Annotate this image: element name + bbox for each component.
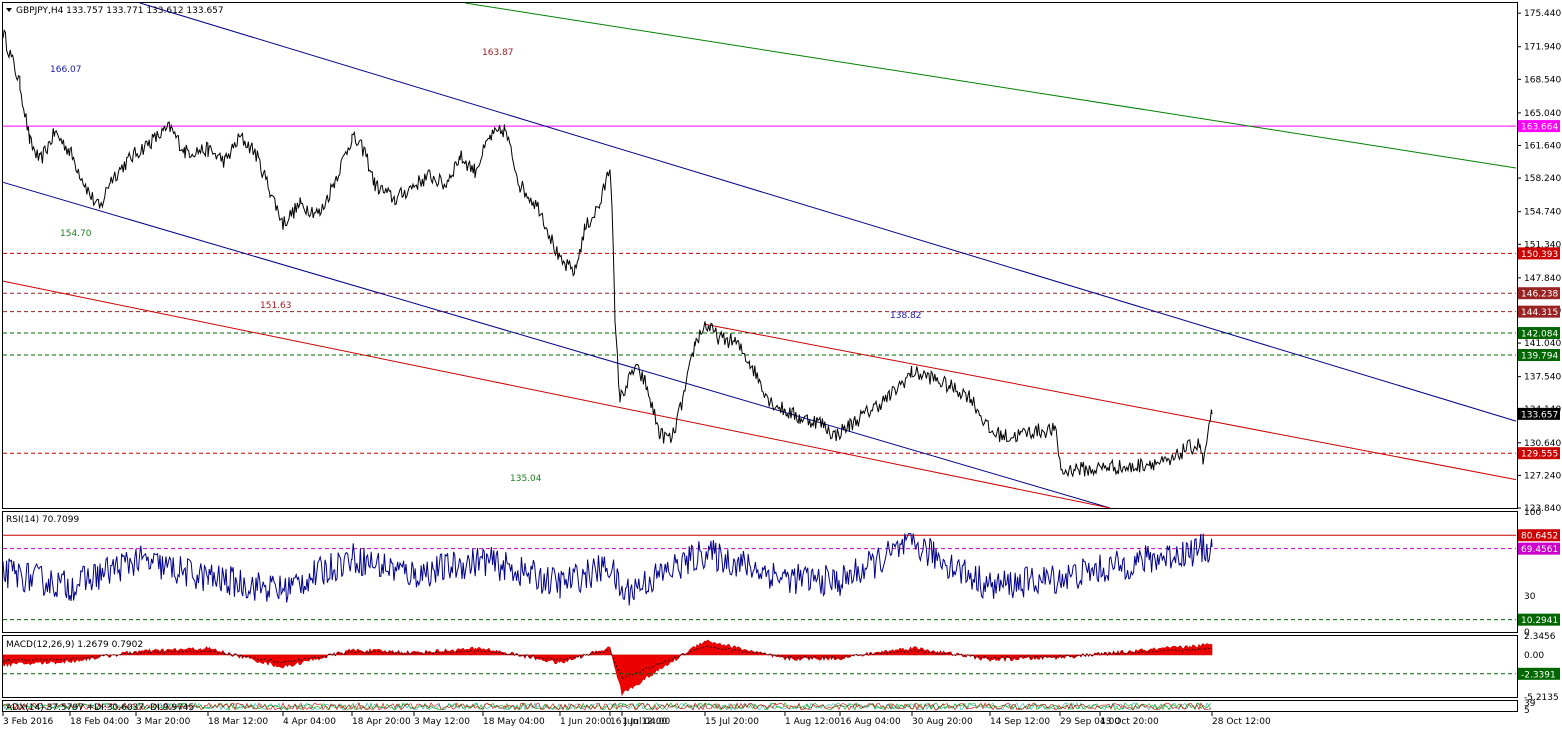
red-channel-line-lower[interactable] (2, 280, 1111, 509)
time-tick-label: 13 Oct 20:00 (1100, 717, 1159, 727)
rsi-title: RSI(14) 70.7099 (6, 515, 79, 525)
price-tick-label: 175.440 (1524, 9, 1561, 19)
rsi-tick-label: 30 (1524, 592, 1536, 602)
price-tick-label: 165.040 (1524, 109, 1561, 119)
time-tick-label: 29 Sep 04:00 (1060, 717, 1120, 727)
adx-title: ADX(14) 37.5797 +DI:30.6037 -DI:9.9745 (6, 703, 194, 713)
price-tick-label: 130.640 (1524, 439, 1561, 449)
price-tick-label: 154.740 (1524, 208, 1561, 218)
time-tick-label: 18 Feb 04:00 (70, 717, 129, 727)
price-tag-box (1518, 287, 1560, 300)
price-tag-label: 142.084 (1521, 330, 1558, 340)
price-tag-label: 144.315 (1521, 308, 1558, 318)
macd-tick-label: 2.3456 (1524, 632, 1556, 642)
main-panel[interactable] (2, 2, 1518, 509)
price-tag-label: 129.555 (1521, 450, 1558, 460)
price-annotation: 151.63 (260, 301, 292, 311)
price-annotation: 154.70 (60, 229, 92, 239)
green-trendline[interactable] (464, 2, 1517, 169)
time-tick-label: 3 May 12:00 (414, 717, 470, 727)
adx-line (2, 701, 1212, 712)
price-tag-label: 139.794 (1521, 352, 1558, 362)
time-tick-label: 4 Apr 04:00 (283, 717, 336, 727)
price-annotation: 135.04 (510, 474, 542, 484)
rsi-tag-label: 69.4561 (1521, 545, 1558, 555)
adx-line (2, 702, 1212, 711)
price-tick-label: 123.840 (1524, 504, 1561, 514)
macd-tick-label: -5.2135 (1524, 693, 1559, 703)
rsi-tick-label: 0 (1524, 628, 1530, 638)
price-tick-label: 141.040 (1524, 339, 1561, 349)
price-tick-label: 127.240 (1524, 471, 1561, 481)
price-tick-label: 137.540 (1524, 373, 1561, 383)
rsi-tick-label: 100 (1524, 508, 1541, 518)
time-tick-label: 18 Mar 12:00 (208, 717, 268, 727)
red-channel-line-upper[interactable] (704, 323, 1517, 481)
price-tag-box (1518, 247, 1560, 260)
price-annotation: 163.87 (482, 48, 514, 58)
price-tag-box (1518, 349, 1560, 362)
adx-panel[interactable] (2, 700, 1518, 712)
time-tick-label: 16 Jun 12:00 (610, 717, 667, 727)
time-tick-label: 15 Jul 20:00 (705, 717, 759, 727)
rsi-tag-box (1518, 613, 1560, 626)
rsi-tag-label: 10.2941 (1521, 616, 1558, 626)
adx-tick-label: 39 (1524, 699, 1536, 709)
price-tick-label: 151.340 (1524, 240, 1561, 250)
time-tick-label: 1 Aug 12:00 (785, 717, 840, 727)
macd-panel[interactable] (2, 635, 1518, 698)
time-tick-label: 1 Jul 04:00 (622, 717, 671, 727)
price-tick-label: 147.840 (1524, 274, 1561, 284)
time-tick-label: 18 Apr 20:00 (352, 717, 411, 727)
price-tag-box (1518, 327, 1560, 340)
price-annotation: 138.82 (890, 311, 922, 321)
rsi-panel[interactable] (2, 511, 1518, 633)
price-tag-box (1518, 305, 1560, 318)
rsi-tag-label: 80.6452 (1521, 532, 1558, 542)
macd-tag-label: -2.3391 (1521, 670, 1556, 680)
time-tick-label: 18 May 04:00 (483, 717, 545, 727)
price-tick-label: 161.640 (1524, 142, 1561, 152)
price-tick-label: 168.540 (1524, 75, 1561, 85)
price-tick-label: 158.240 (1524, 174, 1561, 184)
price-tag-label: 150.393 (1521, 250, 1558, 260)
price-tag-label: 133.657 (1521, 410, 1558, 420)
rsi-tag-box (1518, 542, 1560, 555)
dropdown-triangle-icon[interactable] (6, 8, 12, 12)
price-tag-box (1518, 447, 1560, 460)
time-tick-label: 16 Aug 04:00 (840, 717, 901, 727)
time-tick-label: 3 Feb 2016 (3, 717, 54, 727)
lower-channel-line[interactable] (2, 181, 1111, 509)
price-series-line (2, 29, 1213, 478)
macd-tag-box (1518, 667, 1560, 680)
time-tick-label: 30 Aug 20:00 (912, 717, 973, 727)
upper-channel-line[interactable] (139, 2, 1517, 422)
time-tick-label: 28 Oct 12:00 (1212, 717, 1271, 727)
adx-tick-label: 5 (1524, 706, 1530, 716)
symbol-title: GBPJPY,H4 133.757 133.771 133.612 133.65… (16, 6, 224, 16)
time-tick-label: 14 Sep 12:00 (990, 717, 1050, 727)
macd-tick-label: 0.00 (1524, 651, 1544, 661)
price-tick-label: 171.940 (1524, 43, 1561, 53)
price-annotation: 166.07 (50, 65, 82, 75)
price-tag-label: 146.238 (1521, 290, 1558, 300)
price-tag-box (1518, 120, 1560, 133)
macd-signal-line (2, 645, 1213, 681)
price-tag-box (1518, 407, 1560, 420)
rsi-series-line (2, 533, 1213, 606)
price-tag-label: 163.664 (1521, 123, 1558, 133)
rsi-tag-box (1518, 529, 1560, 542)
time-tick-label: 3 Mar 20:00 (136, 717, 191, 727)
time-tick-label: 1 Jun 20:00 (560, 717, 612, 727)
macd-title: MACD(12,26,9) 1.2679 0.7902 (6, 640, 143, 650)
macd-histogram (2, 639, 1213, 697)
